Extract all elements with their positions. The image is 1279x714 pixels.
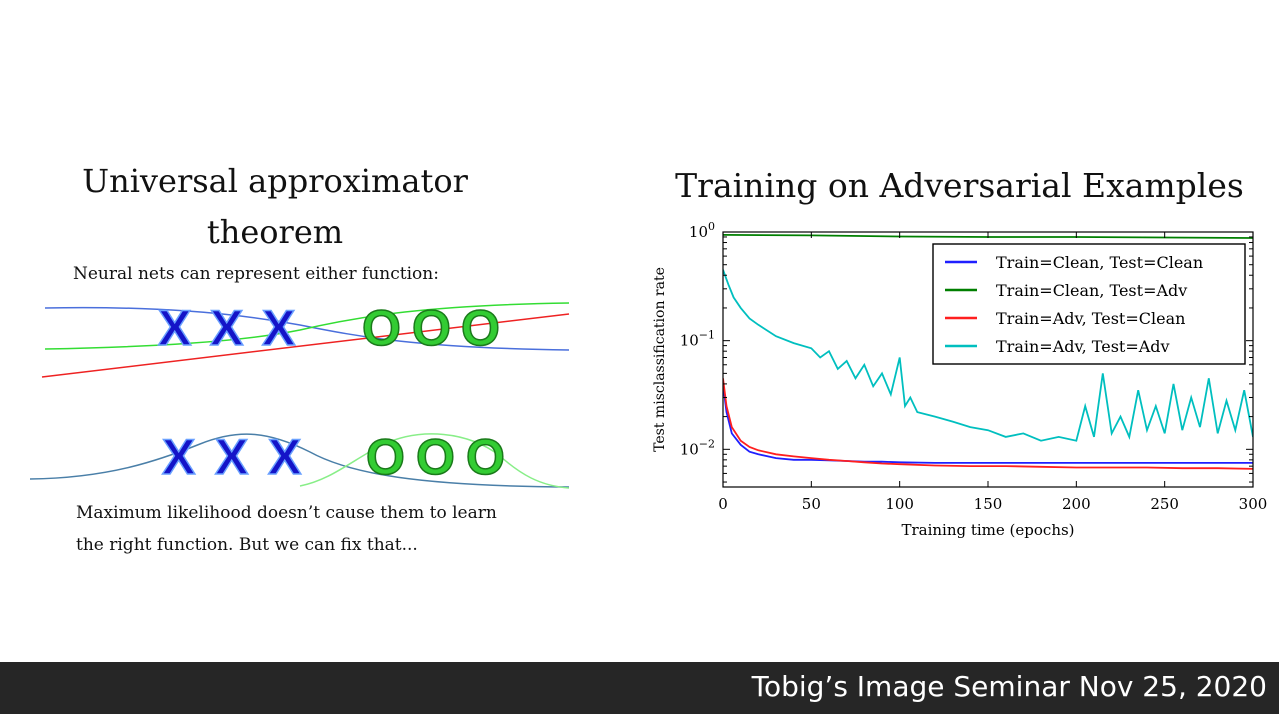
x-marker: X — [158, 300, 191, 356]
function-approximation-illustration: X X X O O O X X X O O O — [29, 299, 570, 489]
x-tick-label: 300 — [1239, 495, 1268, 513]
caption-line1: Maximum likelihood doesn’t cause them to… — [76, 503, 497, 523]
x-tick-label: 50 — [802, 495, 821, 513]
footer-bar: Tobig’s Image Seminar Nov 25, 2020 — [0, 662, 1279, 714]
y-tick-label: 100 — [689, 220, 715, 241]
top-x-markers: X X X — [157, 299, 296, 357]
caption-line2: the right function. But we can fix that.… — [76, 535, 418, 555]
y-tick-label: 10−1 — [680, 329, 715, 350]
red-linear-line — [41, 313, 570, 378]
o-marker: O — [416, 429, 455, 485]
bottom-o-markers: O O O — [365, 428, 505, 486]
o-marker: O — [366, 429, 405, 485]
green-bump-curve — [299, 433, 570, 489]
legend-box — [932, 243, 1246, 365]
legend-label-2: Train=Adv, Test=Clean — [996, 309, 1185, 328]
legend-label-1: Train=Clean, Test=Adv — [996, 281, 1187, 300]
theorem-title-line2: theorem — [206, 213, 344, 251]
chart-title: Training on Adversarial Examples — [675, 166, 1244, 205]
series-line-2 — [723, 378, 1253, 470]
o-marker: O — [461, 300, 500, 356]
top-o-markers: O O O — [361, 299, 500, 357]
x-marker: X — [262, 300, 295, 356]
x-tick-label: 100 — [885, 495, 914, 513]
bottom-x-markers: X X X — [161, 428, 302, 486]
x-tick-label: 250 — [1150, 495, 1179, 513]
x-tick-label: 200 — [1062, 495, 1091, 513]
theorem-title-line1: Universal approximator — [82, 162, 468, 200]
blue-bump-curve — [29, 433, 570, 488]
x-marker: X — [210, 300, 243, 356]
theorem-subtitle: Neural nets can represent either functio… — [73, 264, 439, 284]
blue-sigmoid-curve — [44, 306, 570, 351]
o-marker: O — [362, 300, 401, 356]
left-slide-panel: Universal approximator theorem Neural ne… — [0, 0, 640, 662]
series-line-0 — [723, 383, 1253, 464]
x-tick-label: 150 — [974, 495, 1003, 513]
o-marker: O — [466, 429, 505, 485]
series-line-3 — [723, 269, 1253, 442]
adversarial-training-chart: 0 50 100 150 200 250 300 100 10−1 10−2 Training ti… — [652, 220, 1268, 539]
footer-text: Tobig’s Image Seminar Nov 25, 2020 — [751, 670, 1267, 703]
o-marker: O — [412, 300, 451, 356]
y-tick-label: 10−2 — [680, 437, 715, 458]
y-axis-label: Test misclassification rate — [652, 267, 668, 452]
x-marker: X — [268, 429, 301, 485]
x-marker: X — [215, 429, 248, 485]
green-sigmoid-curve — [44, 302, 570, 350]
x-tick-label: 0 — [718, 495, 728, 513]
legend-label-3: Train=Adv, Test=Adv — [996, 337, 1170, 356]
legend-label-0: Train=Clean, Test=Clean — [996, 253, 1203, 272]
x-marker: X — [162, 429, 195, 485]
x-axis-label: Training time (epochs) — [901, 521, 1074, 539]
